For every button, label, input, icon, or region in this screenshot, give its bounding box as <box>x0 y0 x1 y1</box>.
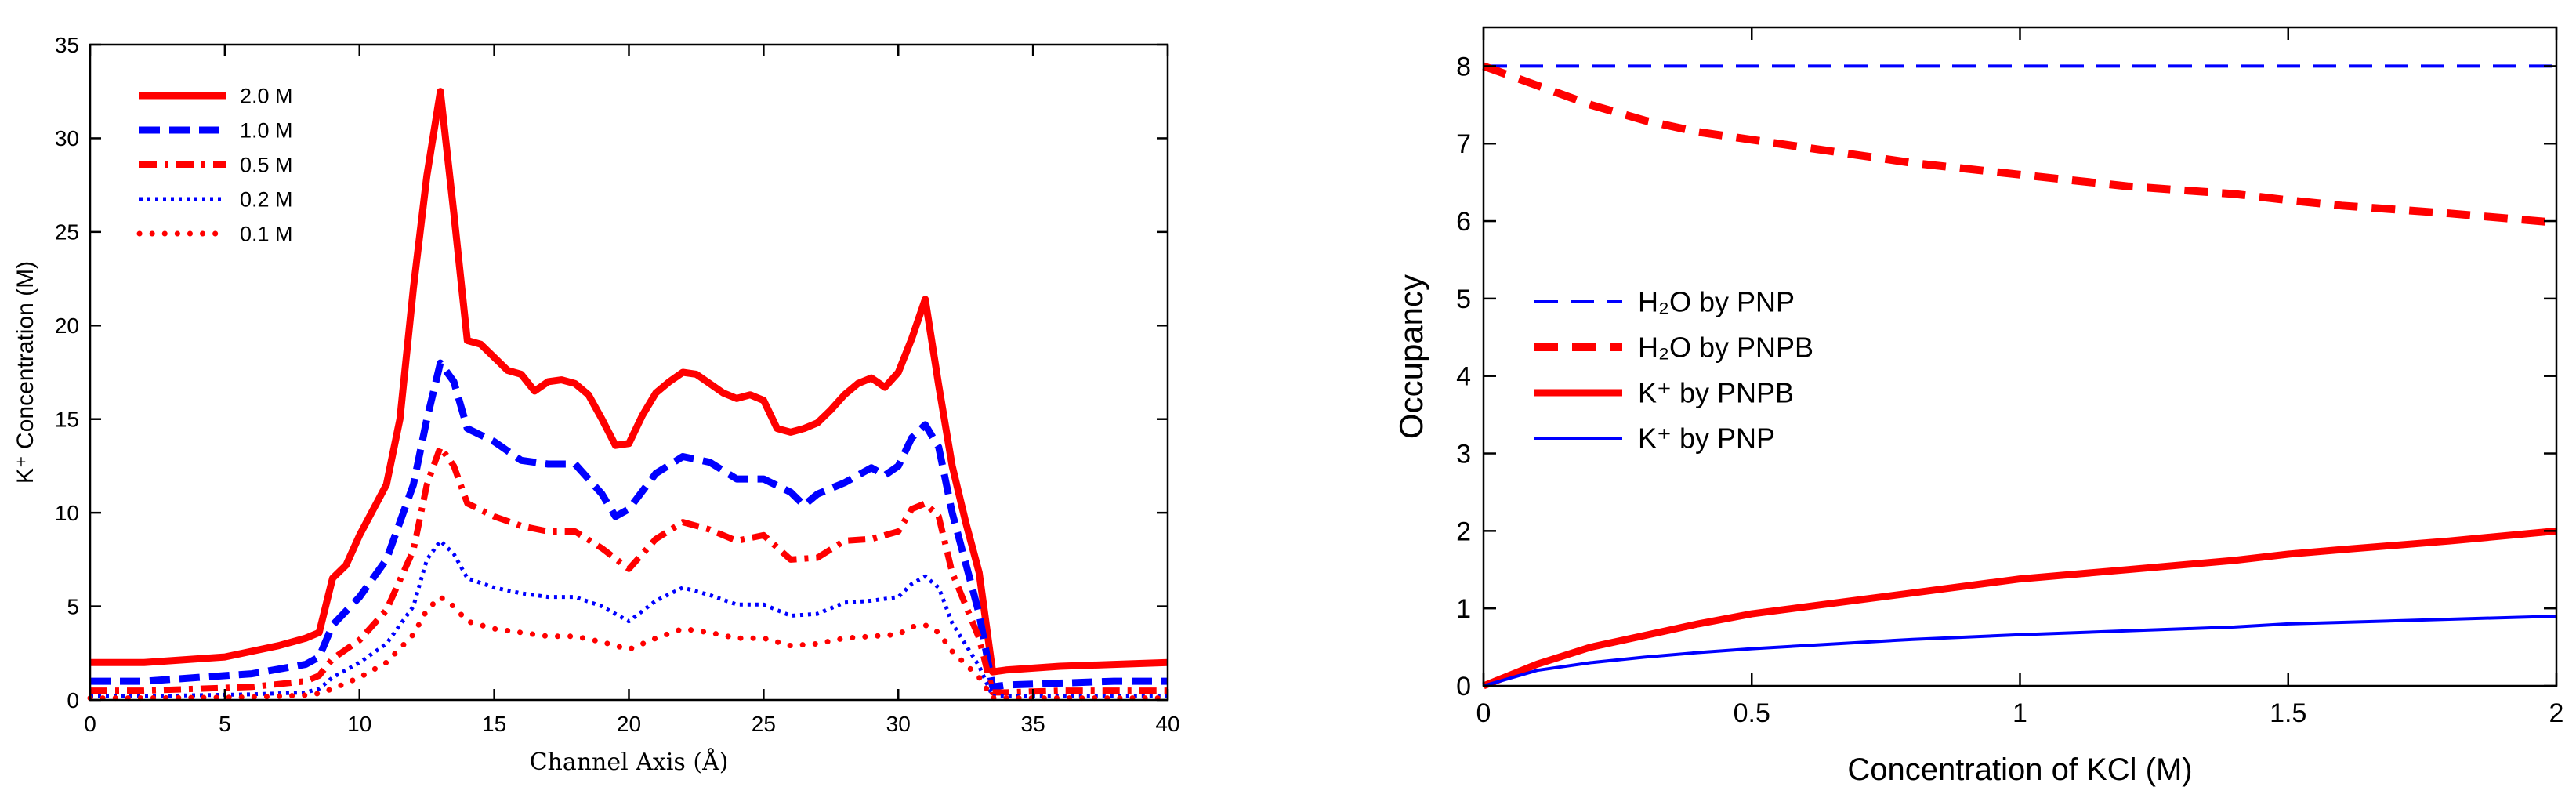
x-axis-label: Channel Axis (Å) <box>530 748 729 776</box>
legend-label-2: K⁺ by PNPB <box>1638 377 1794 409</box>
y-tick-label: 35 <box>55 33 79 57</box>
series-line-1 <box>90 359 1168 691</box>
legend: H₂O by PNP H₂O by PNPB K⁺ by PNPB K⁺ by PNP <box>1534 286 1813 455</box>
legend-label-0: H₂O by PNP <box>1638 286 1795 318</box>
y-tick-label: 7 <box>1456 129 1471 159</box>
y-tick-label: 6 <box>1456 207 1471 237</box>
y-tick-label: 2 <box>1456 517 1471 546</box>
legend: 2.0 M 1.0 M 0.5 M 0.2 M 0.1 M <box>136 84 293 245</box>
series-group <box>1482 62 2557 690</box>
y-tick-label: 15 <box>55 408 79 432</box>
x-tick-label: 2 <box>2549 698 2564 728</box>
y-axis-label: K⁺ Concentration (M) <box>13 261 38 484</box>
y-tick-label: 5 <box>67 594 79 618</box>
y-tick-label: 8 <box>1456 52 1471 82</box>
legend-label-0: 2.0 M <box>240 84 293 107</box>
y-tick-label: 1 <box>1456 594 1471 624</box>
y-tick-label: 30 <box>55 126 79 150</box>
series-line-2 <box>1482 527 2557 690</box>
series-line-3 <box>1483 615 2557 687</box>
y-tick-label: 20 <box>55 314 79 338</box>
chart-concentration-profile: 0 5 10 15 20 25 30 35 40 0 5 10 15 20 25 30 35 Channel A… <box>13 33 1180 776</box>
legend-label-3: K⁺ by PNP <box>1638 422 1775 455</box>
y-tick-label: 0 <box>1456 672 1471 702</box>
x-tick-label: 0 <box>84 712 96 736</box>
series-line-4 <box>87 594 1171 702</box>
series-line-1 <box>1482 62 2557 227</box>
x-tick-label: 10 <box>347 712 371 736</box>
y-tick-label: 0 <box>67 688 79 713</box>
x-tick-label: 30 <box>886 712 911 736</box>
legend-label-4: 0.1 M <box>240 222 293 245</box>
x-tick-label: 15 <box>482 712 506 736</box>
x-tick-label: 0 <box>1476 698 1491 728</box>
y-tick-label: 10 <box>55 501 79 525</box>
legend-label-1: 1.0 M <box>240 118 293 142</box>
series-group <box>87 88 1171 702</box>
x-tick-label: 1 <box>2013 698 2027 728</box>
chart-occupancy: 0 0.5 1 1.5 2 0 1 2 3 4 5 6 7 8 Concentration of KCl … <box>1393 26 2563 787</box>
y-tick-label: 25 <box>55 220 79 245</box>
series-line-0 <box>90 88 1168 676</box>
x-tick-label: 40 <box>1155 712 1179 736</box>
axis-ticks: 0 0.5 1 1.5 2 0 1 2 3 4 5 6 7 8 <box>1456 27 2563 728</box>
series-line-2 <box>90 444 1168 696</box>
y-tick-label: 4 <box>1456 362 1471 392</box>
x-tick-label: 1.5 <box>2270 698 2306 728</box>
x-tick-label: 25 <box>752 712 776 736</box>
y-axis-label: Occupancy <box>1393 274 1429 439</box>
axis-ticks: 0 5 10 15 20 25 30 35 40 0 5 10 15 20 25 30 35 <box>55 33 1180 736</box>
legend-label-2: 0.5 M <box>240 153 293 176</box>
x-tick-label: 0.5 <box>1734 698 1770 728</box>
legend-label-1: H₂O by PNPB <box>1638 332 1813 364</box>
x-axis-label: Concentration of KCl (M) <box>1847 752 2192 787</box>
x-tick-label: 5 <box>219 712 231 736</box>
x-tick-label: 35 <box>1021 712 1045 736</box>
x-tick-label: 20 <box>617 712 641 736</box>
y-tick-label: 3 <box>1456 439 1471 469</box>
legend-label-3: 0.2 M <box>240 187 293 211</box>
y-tick-label: 5 <box>1456 285 1471 314</box>
